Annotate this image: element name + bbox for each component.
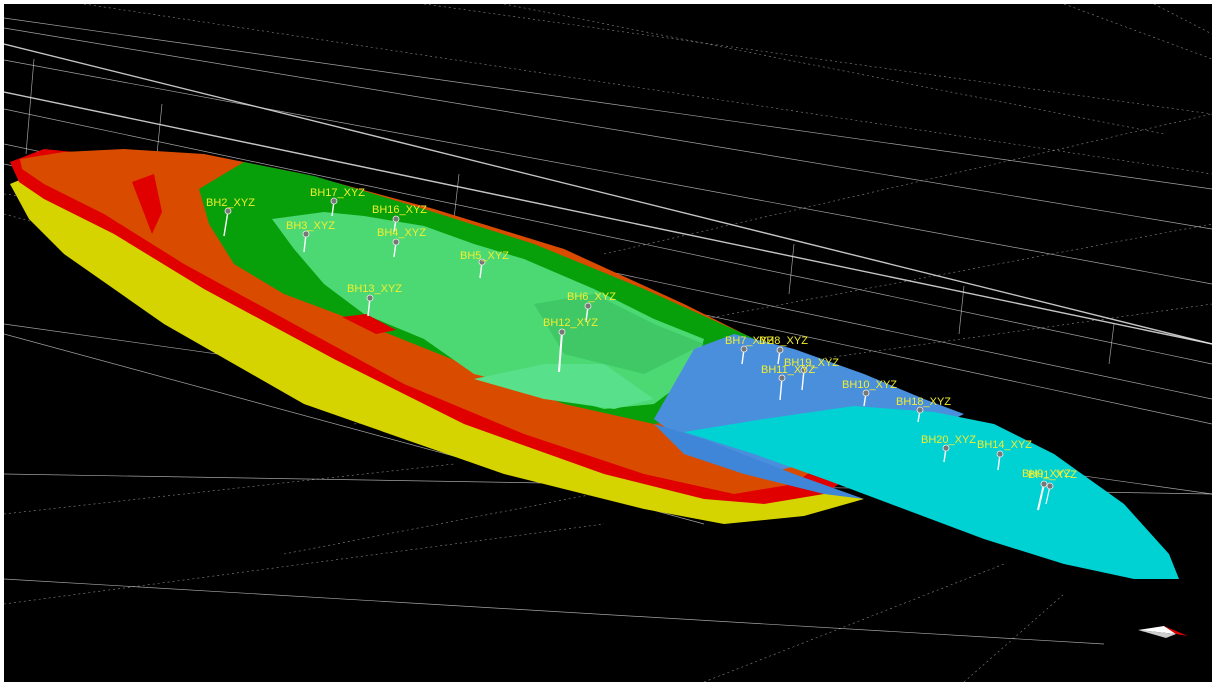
reference-grid [4,4,1212,682]
borehole-bh16[interactable]: BH16_XYZ [372,204,427,233]
borehole-bh5[interactable]: BH5_XYZ [460,250,509,279]
borehole-bh17[interactable]: BH17_XYZ [310,187,365,217]
borehole-label: BH20_XYZ [921,434,976,446]
green-shadow [474,364,654,409]
borehole-label: BH13_XYZ [347,283,402,295]
borehole-bh9[interactable]: BH9_XYZ [1022,468,1071,511]
borehole-bh2[interactable]: BH2_XYZ [206,197,255,237]
borehole-label: BH12_XYZ [543,317,598,329]
borehole-bh1[interactable]: BH1_XYZ [1028,469,1077,505]
borehole-label: BH18_XYZ [896,396,951,408]
borehole-bh3[interactable]: BH3_XYZ [286,220,335,253]
borehole-label: BH14_XYZ [977,439,1032,451]
borehole-bh6[interactable]: BH6_XYZ [567,291,616,323]
borehole-label: BH16_XYZ [372,204,427,216]
borehole-label: BH10_XYZ [842,379,897,391]
borehole-label: BH6_XYZ [567,291,616,303]
borehole-bh19[interactable]: BH19_XYZ [784,357,839,391]
borehole-bh4[interactable]: BH4_XYZ [377,227,426,258]
borehole-bh20[interactable]: BH20_XYZ [921,434,976,463]
borehole-bh7[interactable]: BH7_XYZ [725,335,774,365]
blue-edge [654,424,864,499]
red-inclusion [132,174,162,234]
borehole-bh13[interactable]: BH13_XYZ [347,283,402,317]
borehole-bh18[interactable]: BH18_XYZ [896,396,951,423]
red-inclusion-2 [342,314,396,334]
borehole-bh12[interactable]: BH12_XYZ [543,317,598,373]
borehole-bh14[interactable]: BH14_XYZ [977,439,1032,471]
borehole-label: BH8_XYZ [759,335,808,347]
borehole-label: BH11_XYZ [761,364,815,376]
layer-top-surface[interactable] [684,406,1179,579]
borehole-label: BH1_XYZ [1028,469,1077,481]
borehole-label: BH7_XYZ [725,335,774,347]
borehole-label: BH17_XYZ [310,187,365,199]
borehole-bh11[interactable]: BH11_XYZ [761,364,815,401]
borehole-label: BH2_XYZ [206,197,255,209]
borehole-bh10[interactable]: BH10_XYZ [842,379,897,407]
strata-layers[interactable] [10,149,1179,579]
borehole-label: BH19_XYZ [784,357,839,369]
orientation-indicator[interactable] [1138,626,1188,638]
borehole-label: BH5_XYZ [460,250,509,262]
borehole-markers[interactable]: BH2_XYZ BH17_XYZ BH16_XYZ BH3_XYZ BH4_XY… [206,187,1077,511]
borehole-label: BH4_XYZ [377,227,426,239]
borehole-label: BH9_XYZ [1022,468,1071,480]
green-ridge [534,294,704,374]
3d-model-viewport[interactable]: BH2_XYZ BH17_XYZ BH16_XYZ BH3_XYZ BH4_XY… [4,4,1212,682]
geology-scene[interactable]: BH2_XYZ BH17_XYZ BH16_XYZ BH3_XYZ BH4_XY… [4,4,1212,682]
borehole-bh8[interactable]: BH8_XYZ [759,335,808,365]
borehole-label: BH3_XYZ [286,220,335,232]
